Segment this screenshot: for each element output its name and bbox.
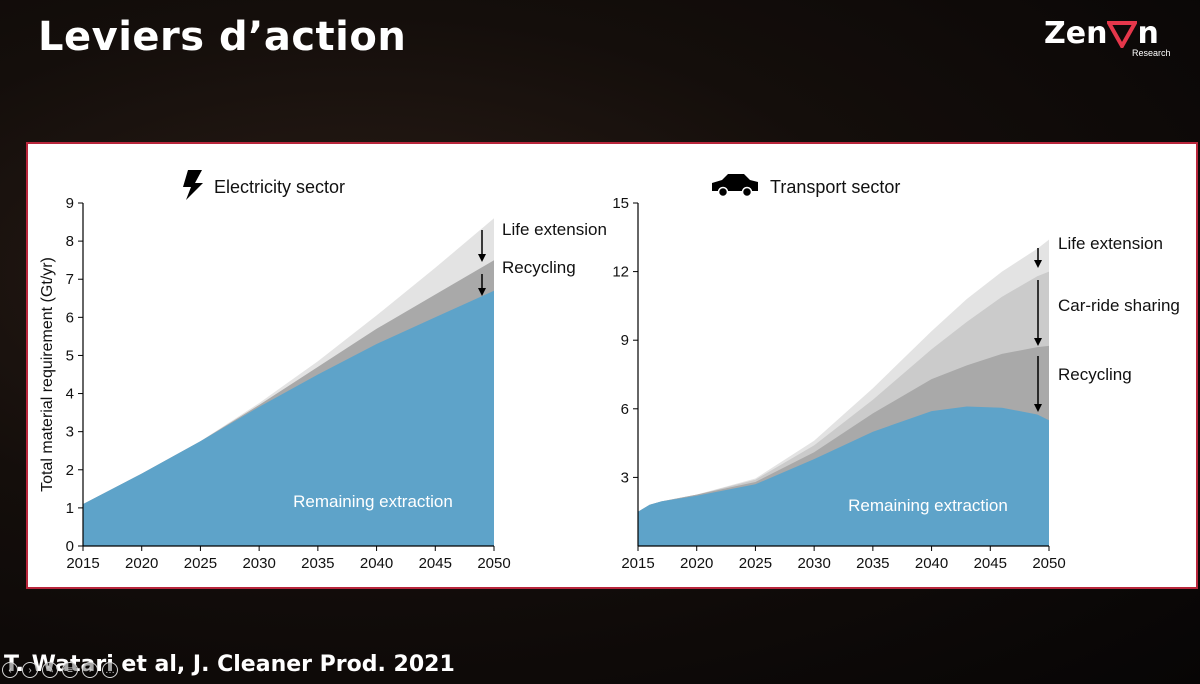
area-remaining-extraction [83, 290, 494, 546]
x-tick-label: 2045 [974, 555, 1007, 572]
x-tick-label: 2025 [739, 555, 772, 572]
prev-arrow-icon[interactable]: ‹ [2, 662, 18, 678]
y-axis-label: Total material requirement (Gt/yr) [39, 257, 56, 492]
logo-text-start: Zen [1044, 16, 1108, 51]
car-icon [712, 174, 758, 198]
car-wheel [717, 186, 729, 198]
x-tick-label: 2035 [301, 555, 334, 572]
y-tick-label: 6 [621, 401, 629, 418]
zoom-icon[interactable]: + [82, 662, 98, 678]
citation: T. Watari et al, J. Cleaner Prod. 2021 [4, 652, 455, 677]
annotation-car-ride-sharing: Car-ride sharing [1058, 296, 1180, 315]
logo-text-end: n [1137, 16, 1159, 51]
y-tick-label: 3 [621, 469, 629, 486]
area-label-remaining: Remaining extraction [848, 496, 1008, 515]
x-tick-label: 2050 [477, 555, 510, 572]
annotation-recycling: Recycling [502, 258, 576, 277]
y-tick-label: 1 [66, 500, 74, 517]
y-tick-label: 7 [66, 271, 74, 288]
x-tick-label: 2020 [680, 555, 713, 572]
lightning-icon [183, 170, 203, 200]
electricity-chart: 0 1 2 3 4 5 6 7 8 9 2015 2020 2025 2030 2035 2040 2045 20… [39, 170, 607, 572]
y-tick-label: 2 [66, 462, 74, 479]
chart-title: Electricity sector [214, 177, 345, 197]
x-tick-label: 2050 [1032, 555, 1065, 572]
annotation-life-extension: Life extension [1058, 234, 1163, 253]
y-tick-label: 6 [66, 309, 74, 326]
y-tick-label: 9 [621, 332, 629, 349]
x-tick-label: 2015 [621, 555, 654, 572]
arrow-head [478, 288, 486, 296]
car-body [712, 174, 758, 191]
down-arrow-icon [1034, 248, 1042, 268]
annotation-life-extension: Life extension [502, 220, 607, 239]
x-tick-label: 2025 [184, 555, 217, 572]
x-tick-label: 2030 [797, 555, 830, 572]
y-tick-label: 12 [612, 264, 629, 281]
area-remaining-extraction [638, 406, 1049, 546]
down-arrow-icon [1034, 280, 1042, 346]
y-tick-label: 5 [66, 347, 74, 364]
menu-icon[interactable]: ≡ [62, 662, 78, 678]
down-arrow-icon [478, 274, 486, 296]
y-tick-label: 0 [66, 538, 74, 555]
presentation-controls: ‹ › ✎ ≡ + … [2, 662, 118, 678]
car-wheel [741, 186, 753, 198]
transport-chart: 3 6 9 12 15 2015 2020 2025 2030 2035 2040 2045 2050 T… [612, 174, 1180, 572]
logo-triangle-icon [1107, 20, 1138, 48]
arrow-head [478, 254, 486, 262]
y-tick-label: 8 [66, 233, 74, 250]
down-arrow-icon [478, 230, 486, 262]
more-icon[interactable]: … [102, 662, 118, 678]
x-tick-label: 2035 [856, 555, 889, 572]
chart-title: Transport sector [770, 177, 900, 197]
arrow-head [1034, 404, 1042, 412]
arrow-head [1034, 260, 1042, 268]
x-tick-label: 2030 [242, 555, 275, 572]
pen-icon[interactable]: ✎ [42, 662, 58, 678]
x-tick-label: 2040 [915, 555, 948, 572]
slide-title: Leviers d’action [38, 14, 407, 60]
zenon-logo: Zen n Research [1040, 12, 1180, 62]
annotation-recycling: Recycling [1058, 365, 1132, 384]
y-tick-label: 9 [66, 195, 74, 212]
figure-panel: 0 1 2 3 4 5 6 7 8 9 2015 2020 2025 2030 2035 2040 2045 20… [26, 142, 1198, 589]
y-tick-label: 4 [66, 386, 74, 403]
area-label-remaining: Remaining extraction [293, 492, 453, 511]
logo-subtitle: Research [1132, 48, 1171, 58]
arrow-head [1034, 338, 1042, 346]
y-tick-label: 3 [66, 424, 74, 441]
down-arrow-icon [1034, 356, 1042, 412]
x-tick-label: 2020 [125, 555, 158, 572]
x-tick-label: 2040 [360, 555, 393, 572]
y-tick-label: 15 [612, 195, 629, 212]
x-tick-label: 2015 [66, 555, 99, 572]
x-tick-label: 2045 [419, 555, 452, 572]
next-arrow-icon[interactable]: › [22, 662, 38, 678]
